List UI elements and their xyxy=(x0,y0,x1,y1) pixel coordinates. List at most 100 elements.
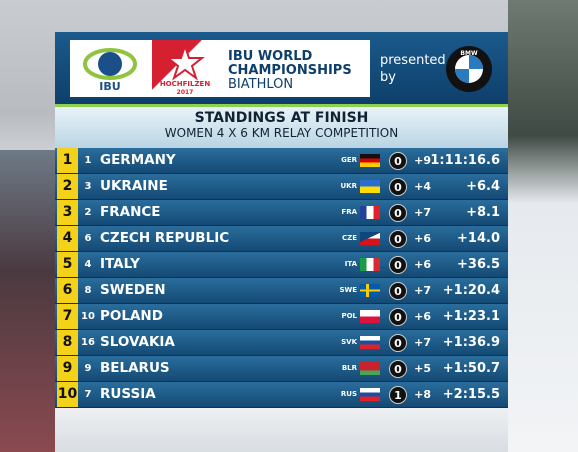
result-row: 9 9 BELARUS BLR 0 +5 +1:50.7 xyxy=(55,356,508,382)
bib: 9 xyxy=(84,363,92,374)
sponsor-text: presented by xyxy=(380,53,446,85)
flag xyxy=(360,206,380,219)
flag xyxy=(360,258,380,271)
crowd xyxy=(0,150,55,452)
nation-code: UKR xyxy=(340,182,358,190)
standings-subtitle: WOMEN 4 X 6 KM RELAY COMPETITION xyxy=(164,126,399,140)
flag xyxy=(360,180,380,193)
penalties: 0 xyxy=(389,360,407,378)
flag xyxy=(360,362,380,375)
rank: 6 xyxy=(57,278,78,303)
result-row: 2 3 UKRAINE UKR 0 +4 +6.4 xyxy=(55,174,508,200)
bib: 1 xyxy=(84,155,92,166)
spare-rounds: +6 xyxy=(414,232,431,245)
nation-code: RUS xyxy=(340,390,357,398)
result-row: 6 8 SWEDEN SWE 0 +7 +1:20.4 xyxy=(55,278,508,304)
flag xyxy=(360,154,380,167)
penalties: 0 xyxy=(389,256,407,274)
result-row: 8 16 SLOVAKIA SVK 0 +7 +1:36.9 xyxy=(55,330,508,356)
forest xyxy=(508,0,578,452)
rank: 7 xyxy=(57,304,78,329)
nation-code: SWE xyxy=(339,286,357,294)
flag xyxy=(360,388,380,401)
result-row: 1 1 GERMANY GER 0 +9 1:11:16.6 xyxy=(55,148,508,174)
bib: 4 xyxy=(84,259,92,270)
time: +14.0 xyxy=(457,231,500,246)
bib: 10 xyxy=(81,311,95,322)
penalties: 0 xyxy=(389,308,407,326)
rank: 10 xyxy=(57,382,78,407)
team-name: ITALY xyxy=(100,256,140,272)
rank: 4 xyxy=(57,226,78,251)
rank: 1 xyxy=(57,148,78,173)
nation-code: ITA xyxy=(344,260,357,268)
nation-code: FRA xyxy=(341,208,357,216)
host-year: 2017 xyxy=(177,89,194,96)
flag xyxy=(360,310,380,323)
spare-rounds: +6 xyxy=(414,258,431,271)
nation-code: GER xyxy=(341,156,357,164)
sponsor-logo: BMW xyxy=(446,46,492,92)
spare-rounds: +5 xyxy=(414,362,431,375)
spare-rounds: +7 xyxy=(414,206,431,219)
time: +36.5 xyxy=(457,257,500,272)
time: +1:50.7 xyxy=(442,361,500,376)
rank: 5 xyxy=(57,252,78,277)
team-name: BELARUS xyxy=(100,360,170,376)
bib: 2 xyxy=(84,207,92,218)
time: +1:36.9 xyxy=(442,335,500,350)
flag xyxy=(360,336,380,349)
team-name: CZECH REPUBLIC xyxy=(100,230,230,246)
bib: 8 xyxy=(84,285,92,296)
team-name: UKRAINE xyxy=(100,178,168,194)
penalties: 0 xyxy=(389,204,407,222)
result-row: 3 2 FRANCE FRA 0 +7 +8.1 xyxy=(55,200,508,226)
spare-rounds: +6 xyxy=(414,310,431,323)
time: +6.4 xyxy=(466,179,500,194)
team-name: FRANCE xyxy=(100,204,161,220)
host-name: HOCHFILZEN xyxy=(160,80,211,88)
bib: 7 xyxy=(84,389,92,400)
penalties: 0 xyxy=(389,178,407,196)
flag xyxy=(360,284,380,297)
bib: 16 xyxy=(81,337,95,348)
result-row: 5 4 ITALY ITA 0 +6 +36.5 xyxy=(55,252,508,278)
spare-rounds: +7 xyxy=(414,336,431,349)
spare-rounds: +9 xyxy=(414,154,431,167)
standings-title: STANDINGS AT FINISH xyxy=(194,110,369,126)
rank: 3 xyxy=(57,200,78,225)
rank: 9 xyxy=(57,356,78,381)
penalties: 0 xyxy=(389,334,407,352)
spare-rounds: +8 xyxy=(414,388,431,401)
penalties: 0 xyxy=(389,230,407,248)
bib: 3 xyxy=(84,181,92,192)
team-name: POLAND xyxy=(100,308,163,324)
bib: 6 xyxy=(84,233,92,244)
results-table: 1 1 GERMANY GER 0 +9 1:11:16.6 2 3 UKRAINE UKR 0 +4 +… xyxy=(55,148,508,408)
nation-code: SVK xyxy=(341,338,357,346)
nation-code: CZE xyxy=(342,234,357,242)
team-name: SWEDEN xyxy=(100,282,166,298)
time: +1:23.1 xyxy=(442,309,500,324)
nation-code: POL xyxy=(341,312,357,320)
ibu-label: IBU xyxy=(99,80,120,93)
time: +1:20.4 xyxy=(442,283,500,298)
penalties: 0 xyxy=(389,282,407,300)
spare-rounds: +7 xyxy=(414,284,431,297)
penalties: 1 xyxy=(389,386,407,404)
nation-code: BLR xyxy=(341,364,357,372)
team-name: SLOVAKIA xyxy=(100,334,175,350)
snow-track xyxy=(55,408,508,452)
ibu-logo: IBU xyxy=(83,48,137,93)
time: 1:11:16.6 xyxy=(430,153,500,168)
result-row: 10 7 RUSSIA RUS 1 +8 +2:15.5 xyxy=(55,382,508,408)
flag xyxy=(360,232,380,245)
sponsor-name: BMW xyxy=(460,50,478,57)
rank: 2 xyxy=(57,174,78,199)
spare-rounds: +4 xyxy=(414,180,431,193)
penalties: 0 xyxy=(389,152,407,170)
time: +2:15.5 xyxy=(442,387,500,402)
host-logo-art: HOCHFILZEN 2017 xyxy=(160,42,211,96)
rank: 8 xyxy=(57,330,78,355)
